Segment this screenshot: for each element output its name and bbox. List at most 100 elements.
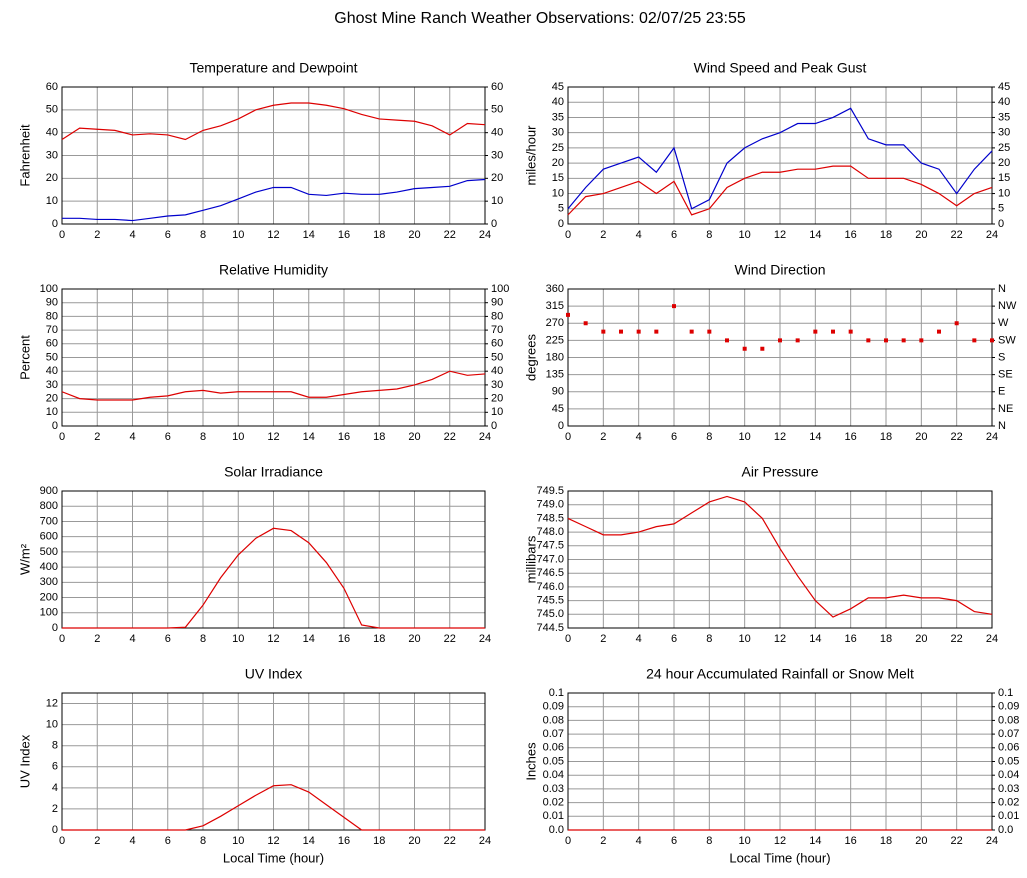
- x-tick-label: 12: [267, 431, 279, 443]
- x-tick-label: 2: [600, 229, 606, 241]
- y2-tick-label: 20: [998, 157, 1010, 169]
- x-tick-label: 10: [739, 229, 751, 241]
- y2-tick-label: 50: [491, 104, 503, 116]
- y-tick-label: 0.08: [543, 714, 564, 726]
- point: [742, 346, 747, 351]
- y-tick-label: 10: [46, 406, 58, 418]
- x-tick-label: 0: [59, 835, 65, 847]
- x-tick-label: 16: [845, 431, 857, 443]
- y-tick-label: 746.5: [536, 567, 564, 579]
- x-tick-label: 24: [986, 229, 998, 241]
- x-tick-label: 22: [951, 431, 963, 443]
- y2-tick-label: 0.04: [998, 769, 1019, 781]
- series-line: [567, 107, 993, 210]
- x-tick-label: 22: [951, 633, 963, 645]
- y-tick-label: 6: [52, 761, 58, 773]
- series-line: [61, 370, 486, 401]
- x-tick-label: 22: [444, 835, 456, 847]
- y2-tick-label: NW: [998, 300, 1017, 312]
- x-tick-label: 4: [129, 431, 135, 443]
- y2-tick-label: SE: [998, 369, 1013, 381]
- y2-tick-label: 25: [998, 142, 1010, 154]
- y2-tick-label: 45: [998, 81, 1010, 93]
- plot-frame: [61, 692, 486, 831]
- x-tick-label: 10: [232, 431, 244, 443]
- x-tick-label: 22: [444, 633, 456, 645]
- plot-frame: [61, 490, 486, 629]
- x-tick-label: 18: [880, 431, 892, 443]
- y-tick-label: 4: [52, 782, 58, 794]
- y-tick-label: 2: [52, 803, 58, 815]
- y2-tick-label: 0: [491, 420, 497, 432]
- y-tick-label: 10: [46, 719, 58, 731]
- y-tick-label: 50: [46, 104, 58, 116]
- y2-tick-label: 0.1: [998, 687, 1013, 699]
- chart-title: 24 hour Accumulated Rainfall or Snow Mel…: [646, 666, 914, 682]
- y-tick-label: 0: [52, 622, 58, 634]
- point: [778, 338, 782, 343]
- x-tick-label: 18: [880, 835, 892, 847]
- x-tick-label: 22: [444, 431, 456, 443]
- y-tick-label: 15: [552, 172, 564, 184]
- x-tick-label: 22: [444, 229, 456, 241]
- y-tick-label: 20: [46, 393, 58, 405]
- point: [901, 338, 906, 343]
- series-line: [567, 165, 993, 216]
- x-tick-label: 4: [129, 229, 135, 241]
- x-tick-label: 18: [373, 229, 385, 241]
- x-tick-label: 6: [671, 431, 677, 443]
- y2-tick-label: 0.06: [998, 742, 1019, 754]
- y2-tick-label: 0.07: [998, 728, 1019, 740]
- y-tick-label: 180: [546, 351, 564, 363]
- x-tick-label: 8: [706, 633, 712, 645]
- point: [831, 329, 835, 334]
- x-tick-label: 18: [880, 229, 892, 241]
- y2-tick-label: 0.08: [998, 714, 1019, 726]
- y-tick-label: 749.0: [536, 499, 564, 511]
- x-tick-label: 22: [951, 229, 963, 241]
- plot-frame: [567, 288, 993, 427]
- y2-tick-label: 10: [491, 406, 503, 418]
- chart-title: UV Index: [245, 666, 303, 682]
- y2-tick-label: 0.01: [998, 810, 1019, 822]
- plot-frame: [61, 86, 486, 225]
- y2-tick-label: 20: [491, 172, 503, 184]
- y-tick-label: 20: [552, 157, 564, 169]
- x-tick-label: 14: [303, 431, 315, 443]
- x-tick-label: 0: [565, 633, 571, 645]
- point: [654, 329, 659, 334]
- y-tick-label: 90: [552, 386, 564, 398]
- x-tick-label: 24: [986, 633, 998, 645]
- y-tick-label: 744.5: [536, 622, 564, 634]
- x-tick-label: 4: [636, 835, 642, 847]
- x-tick-label: 6: [671, 835, 677, 847]
- x-tick-label: 8: [706, 431, 712, 443]
- y-tick-label: 0.0: [549, 824, 564, 836]
- y-tick-label: 748.0: [536, 526, 564, 538]
- y-tick-label: 90: [46, 297, 58, 309]
- y2-tick-label: 60: [491, 338, 503, 350]
- y-tick-label: 300: [40, 576, 58, 588]
- y2-tick-label: 60: [491, 81, 503, 93]
- y-tick-label: 746.0: [536, 581, 564, 593]
- x-tick-label: 16: [338, 633, 350, 645]
- y2-tick-label: N: [998, 420, 1006, 432]
- x-tick-label: 16: [338, 229, 350, 241]
- x-tick-label: 12: [267, 835, 279, 847]
- y-axis-label: millibars: [523, 535, 538, 583]
- y-tick-label: 747.0: [536, 553, 564, 565]
- x-tick-label: 20: [915, 229, 927, 241]
- y-tick-label: 800: [40, 500, 58, 512]
- x-tick-label: 14: [303, 835, 315, 847]
- x-tick-label: 24: [479, 431, 491, 443]
- chart-title: Solar Irradiance: [224, 464, 323, 480]
- y-tick-label: 745.5: [536, 595, 564, 607]
- x-tick-label: 4: [129, 633, 135, 645]
- y2-tick-label: 30: [491, 379, 503, 391]
- y2-tick-label: SW: [998, 334, 1016, 346]
- y-tick-label: 0.04: [543, 769, 564, 781]
- x-tick-label: 10: [739, 633, 751, 645]
- y-tick-label: 748.5: [536, 512, 564, 524]
- plot-frame: [61, 288, 486, 427]
- point: [636, 329, 641, 334]
